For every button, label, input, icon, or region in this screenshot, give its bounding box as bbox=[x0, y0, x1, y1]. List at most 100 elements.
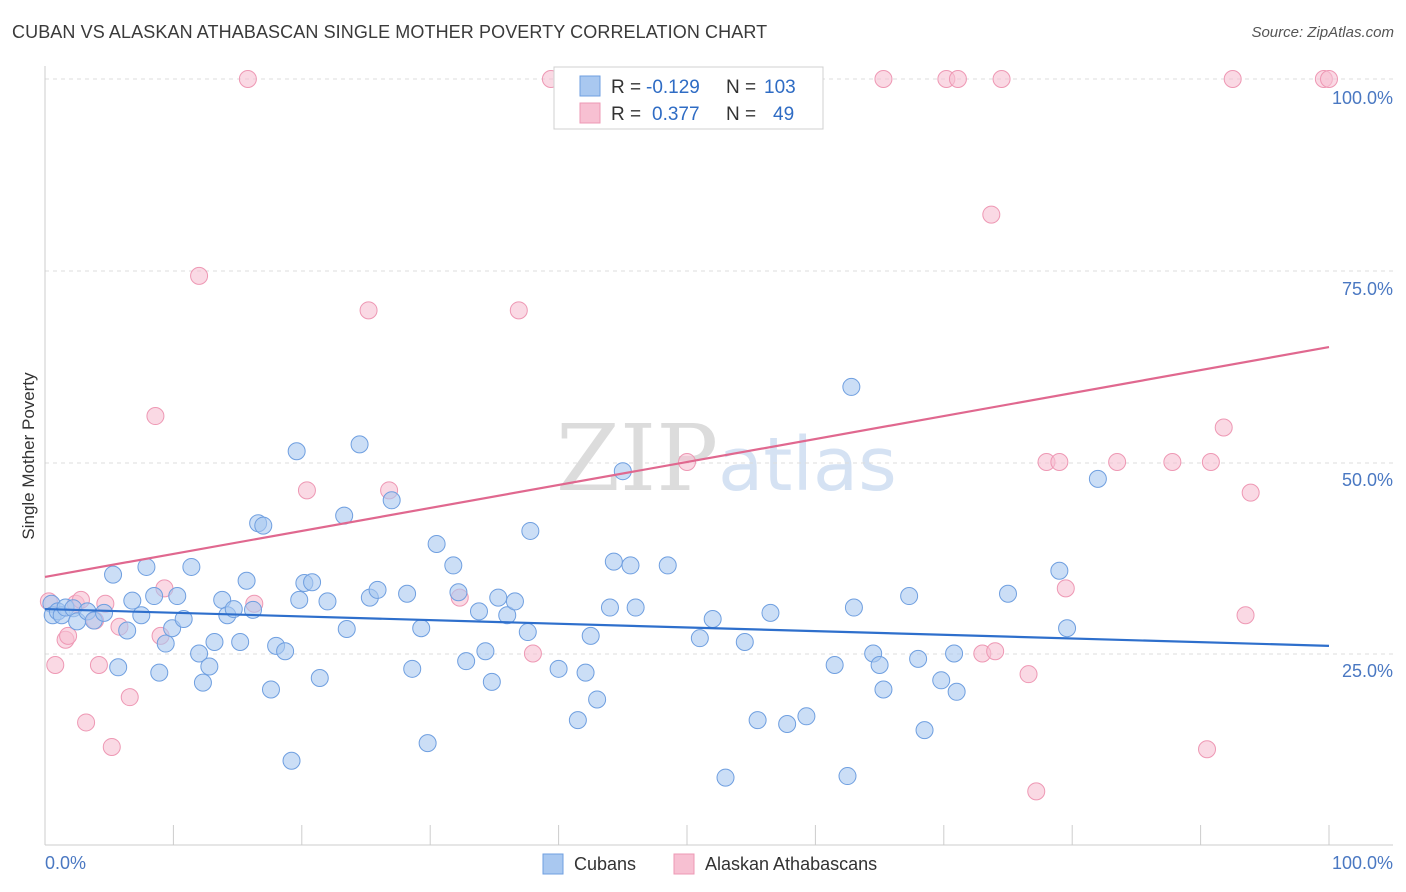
data-point-cubans bbox=[150, 663, 169, 682]
data-point-alaskan-athabascans bbox=[1056, 579, 1075, 598]
watermark: ZIP atlas bbox=[556, 405, 897, 512]
data-point-cubans bbox=[476, 642, 495, 661]
data-point-cubans bbox=[844, 598, 863, 617]
data-point-alaskan-athabascans bbox=[1198, 740, 1217, 759]
data-point-cubans bbox=[368, 580, 387, 599]
data-point-cubans bbox=[261, 680, 280, 699]
data-point-cubans bbox=[518, 623, 537, 642]
data-point-cubans bbox=[604, 552, 623, 571]
data-point-alaskan-athabascans bbox=[359, 301, 378, 320]
y-axis-label: Single Mother Poverty bbox=[19, 372, 38, 540]
data-point-cubans bbox=[137, 557, 156, 576]
data-point-cubans bbox=[521, 521, 540, 540]
data-point-alaskan-athabascans bbox=[1201, 453, 1220, 471]
data-point-cubans bbox=[870, 655, 889, 674]
trend-line-alaskan-athabascans bbox=[44, 346, 1330, 578]
data-point-cubans bbox=[276, 642, 295, 661]
y-tick-label-100: 100.0% bbox=[1332, 88, 1393, 108]
gridlines bbox=[45, 78, 1393, 655]
data-point-alaskan-athabascans bbox=[982, 205, 1001, 224]
data-point-cubans bbox=[145, 587, 164, 606]
legend-r-label-alaskan: R = bbox=[611, 104, 641, 125]
chart-source: Source: ZipAtlas.com bbox=[1251, 24, 1394, 41]
legend-n-label-alaskan: N = bbox=[726, 104, 756, 125]
data-point-cubans bbox=[182, 557, 201, 576]
data-point-cubans bbox=[310, 669, 329, 688]
data-point-cubans bbox=[703, 610, 722, 629]
data-point-cubans bbox=[748, 711, 767, 730]
series-alaskan-athabascans bbox=[39, 70, 1338, 801]
data-point-alaskan-athabascans bbox=[1163, 453, 1182, 471]
data-point-cubans bbox=[621, 556, 640, 575]
data-point-cubans bbox=[900, 587, 919, 606]
data-point-cubans bbox=[482, 672, 501, 691]
data-point-alaskan-athabascans bbox=[1019, 665, 1038, 684]
data-point-alaskan-athabascans bbox=[986, 642, 1005, 661]
data-point-cubans bbox=[403, 659, 422, 678]
data-point-cubans bbox=[716, 768, 735, 787]
data-point-cubans bbox=[1050, 561, 1069, 580]
data-point-cubans bbox=[778, 714, 797, 733]
data-point-cubans bbox=[427, 534, 446, 553]
data-point-cubans bbox=[932, 671, 951, 690]
data-point-alaskan-athabascans bbox=[146, 407, 165, 426]
legend-swatch-cubans bbox=[579, 75, 601, 97]
y-tick-label-25: 25.0% bbox=[1342, 661, 1393, 681]
data-point-cubans bbox=[588, 690, 607, 709]
legend-swatch-alaskan bbox=[579, 102, 601, 124]
legend-r-value-alaskan: 0.377 bbox=[652, 104, 700, 125]
data-point-cubans bbox=[282, 751, 301, 770]
bottom-legend-swatch-cubans bbox=[542, 853, 564, 875]
data-point-cubans bbox=[600, 598, 619, 617]
data-point-cubans bbox=[382, 491, 401, 510]
bottom-legend-swatch-alaskan bbox=[673, 853, 695, 875]
data-point-cubans bbox=[190, 644, 209, 663]
legend-n-label-cubans: N = bbox=[726, 77, 756, 98]
data-point-alaskan-athabascans bbox=[1050, 453, 1069, 471]
data-point-cubans bbox=[287, 442, 306, 461]
data-point-cubans bbox=[193, 673, 212, 692]
bottom-legend-label-cubans: Cubans bbox=[574, 854, 636, 874]
data-point-cubans bbox=[290, 590, 309, 609]
legend-r-label-cubans: R = bbox=[611, 77, 641, 98]
y-tick-label-50: 50.0% bbox=[1342, 470, 1393, 490]
data-point-cubans bbox=[999, 584, 1017, 603]
data-point-cubans bbox=[95, 603, 114, 622]
data-point-alaskan-athabascans bbox=[1027, 782, 1046, 801]
data-point-cubans bbox=[118, 621, 137, 640]
data-point-cubans bbox=[945, 644, 964, 663]
data-point-alaskan-athabascans bbox=[1320, 70, 1338, 88]
data-point-alaskan-athabascans bbox=[297, 481, 316, 500]
correlation-legend: R = -0.129 N = 103 R = 0.377 N = 49 bbox=[553, 66, 824, 130]
data-point-cubans bbox=[915, 721, 934, 740]
data-point-alaskan-athabascans bbox=[238, 70, 257, 88]
data-point-cubans bbox=[505, 592, 524, 611]
data-point-alaskan-athabascans bbox=[102, 737, 121, 756]
watermark-atlas: atlas bbox=[718, 422, 897, 508]
data-point-cubans bbox=[874, 680, 893, 699]
data-point-cubans bbox=[318, 592, 337, 611]
data-point-cubans bbox=[457, 652, 476, 671]
data-point-cubans bbox=[168, 587, 187, 606]
data-point-alaskan-athabascans bbox=[89, 655, 108, 674]
data-point-cubans bbox=[613, 462, 632, 481]
data-point-cubans bbox=[398, 584, 417, 603]
data-point-cubans bbox=[947, 682, 966, 701]
data-point-cubans bbox=[568, 711, 587, 730]
bottom-legend-label-alaskan: Alaskan Athabascans bbox=[705, 854, 877, 874]
data-point-cubans bbox=[231, 633, 250, 652]
data-point-cubans bbox=[237, 571, 256, 590]
data-point-alaskan-athabascans bbox=[1214, 418, 1233, 437]
x-axis-ticks bbox=[44, 825, 1330, 845]
legend-r-value-cubans: -0.129 bbox=[646, 77, 700, 98]
x-tick-label-100: 100.0% bbox=[1332, 853, 1393, 873]
data-point-cubans bbox=[200, 657, 219, 676]
trend-line-cubans bbox=[44, 607, 1330, 647]
data-point-cubans bbox=[576, 663, 595, 682]
data-point-cubans bbox=[909, 649, 928, 668]
data-point-cubans bbox=[469, 602, 488, 621]
trend-lines bbox=[44, 346, 1330, 647]
data-point-cubans bbox=[104, 565, 123, 584]
data-point-alaskan-athabascans bbox=[523, 644, 542, 663]
